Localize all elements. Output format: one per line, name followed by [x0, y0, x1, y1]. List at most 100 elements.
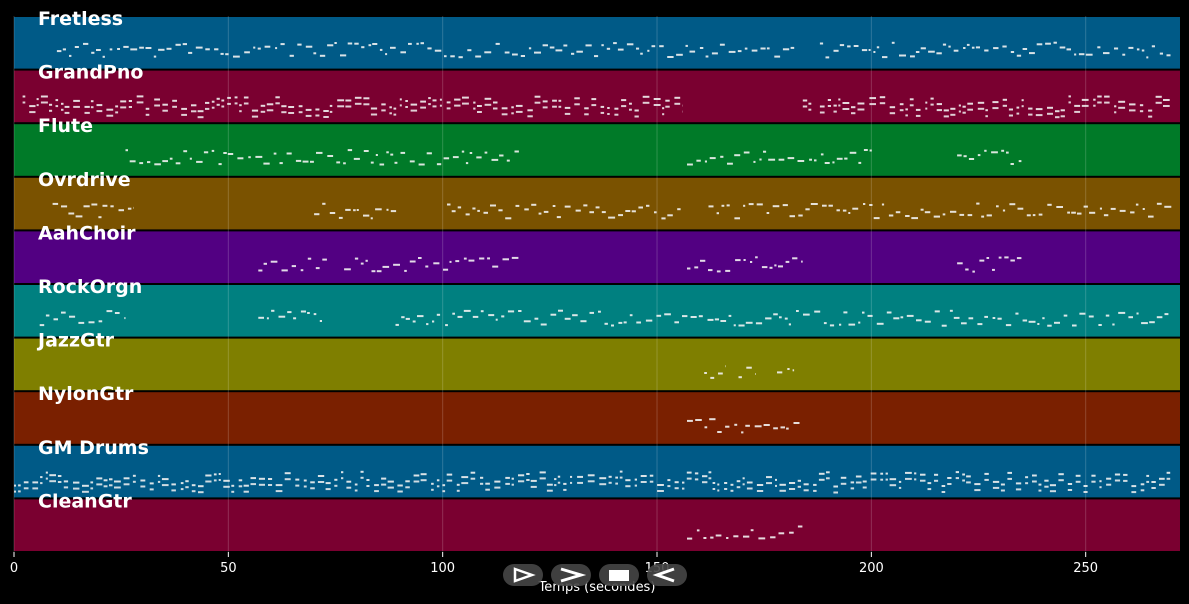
- note-mark: [1136, 312, 1139, 315]
- note-mark: [443, 157, 450, 160]
- note-mark: [157, 474, 161, 477]
- note-mark: [426, 152, 432, 155]
- note-mark: [22, 101, 26, 104]
- note-mark: [623, 321, 627, 324]
- note-mark: [1038, 483, 1042, 486]
- note-mark: [147, 161, 151, 164]
- note-mark: [712, 482, 716, 484]
- note-mark: [881, 203, 885, 206]
- note-mark: [682, 315, 688, 318]
- note-mark: [452, 312, 455, 315]
- note-mark: [225, 53, 229, 56]
- note-mark: [420, 100, 426, 103]
- note-mark: [57, 475, 62, 477]
- note-mark: [941, 485, 946, 487]
- note-mark: [1159, 483, 1165, 486]
- note-mark: [570, 475, 573, 478]
- note-mark: [480, 310, 484, 313]
- note-mark: [843, 311, 848, 314]
- note-mark: [139, 46, 144, 49]
- note-mark: [399, 104, 402, 107]
- note-mark: [736, 486, 741, 489]
- note-mark: [755, 256, 758, 259]
- note-mark: [607, 107, 610, 109]
- note-mark: [618, 214, 623, 217]
- note-mark: [1164, 205, 1172, 208]
- note-mark: [233, 55, 240, 58]
- note-mark: [1099, 480, 1102, 483]
- note-mark: [470, 477, 476, 480]
- note-mark: [275, 490, 283, 493]
- note-mark: [941, 491, 946, 493]
- note-mark: [563, 488, 567, 491]
- note-mark: [195, 46, 203, 49]
- note-mark: [205, 48, 210, 51]
- note-mark: [601, 211, 606, 214]
- note-mark: [327, 44, 334, 47]
- next-button[interactable]: [551, 564, 591, 586]
- note-mark: [1139, 104, 1144, 107]
- note-mark: [191, 110, 197, 113]
- play-forward-button[interactable]: [503, 564, 543, 586]
- note-mark: [1166, 54, 1171, 57]
- note-mark: [1148, 109, 1153, 112]
- note-mark: [90, 487, 94, 490]
- note-mark: [774, 264, 777, 267]
- note-mark: [962, 105, 966, 108]
- note-mark: [374, 484, 379, 487]
- note-mark: [418, 257, 422, 259]
- note-mark: [575, 209, 581, 212]
- note-mark: [1114, 479, 1121, 482]
- note-mark: [879, 96, 886, 99]
- note-mark: [412, 320, 416, 323]
- track-band: [14, 124, 1180, 176]
- note-mark: [955, 471, 959, 474]
- note-mark: [930, 103, 934, 106]
- note-mark: [366, 479, 370, 481]
- note-mark: [873, 51, 876, 53]
- play-backward-button[interactable]: [647, 564, 687, 586]
- note-mark: [724, 488, 728, 490]
- note-mark: [370, 161, 374, 164]
- note-mark: [893, 317, 900, 320]
- note-mark: [310, 481, 315, 484]
- note-mark: [759, 158, 762, 161]
- note-mark: [231, 490, 235, 493]
- note-mark: [1155, 95, 1162, 98]
- note-mark: [1045, 42, 1051, 45]
- note-mark: [314, 213, 320, 216]
- note-mark: [905, 114, 908, 117]
- note-mark: [662, 107, 665, 110]
- note-mark: [909, 98, 914, 101]
- note-mark: [1015, 482, 1022, 485]
- note-mark: [472, 315, 479, 318]
- chevron-right-icon: [560, 567, 587, 583]
- note-mark: [175, 162, 181, 165]
- note-mark: [708, 269, 713, 272]
- note-mark: [36, 98, 39, 101]
- note-mark: [967, 108, 973, 111]
- note-mark: [662, 113, 665, 116]
- note-mark: [420, 479, 427, 482]
- note-mark: [109, 484, 113, 487]
- note-mark: [570, 481, 573, 484]
- note-mark: [625, 479, 631, 482]
- note-mark: [511, 106, 514, 109]
- note-mark: [128, 100, 132, 102]
- note-mark: [640, 475, 647, 477]
- note-mark: [191, 484, 196, 487]
- note-mark: [166, 47, 172, 50]
- note-mark: [354, 96, 362, 99]
- note-mark: [790, 46, 795, 49]
- note-mark: [518, 310, 522, 312]
- note-mark: [716, 212, 719, 215]
- note-mark: [275, 47, 278, 50]
- note-mark: [587, 474, 595, 477]
- note-mark: [766, 47, 770, 50]
- play-outline-icon: [513, 567, 536, 583]
- stop-button[interactable]: [599, 564, 639, 586]
- note-mark: [879, 102, 886, 105]
- note-mark: [251, 115, 259, 118]
- note-mark: [984, 472, 989, 475]
- note-mark: [557, 475, 561, 478]
